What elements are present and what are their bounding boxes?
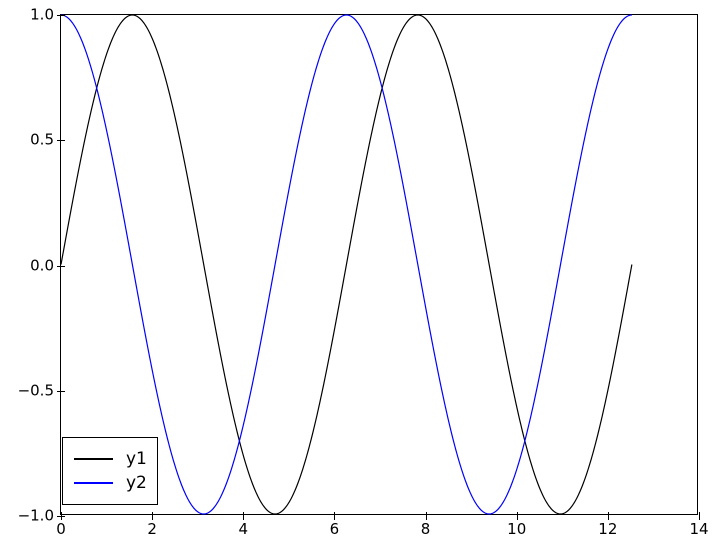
x-tick-label: 0: [56, 520, 66, 538]
y-tick-mark: [57, 265, 61, 267]
series-line-y1: [60, 14, 633, 515]
legend-box[interactable]: y1 y2: [62, 437, 158, 505]
y-tick-mark: [61, 516, 65, 517]
y-tick-label: −1.0: [17, 506, 54, 525]
y-tick-label: 0.5: [30, 130, 54, 149]
y-tick-mark: [61, 15, 65, 16]
x-tick-mark: [425, 516, 427, 520]
legend-entry-y1: y1: [74, 447, 147, 471]
x-tick-mark: [607, 512, 609, 516]
x-tick-mark: [699, 512, 700, 516]
legend-label-y1: y1: [126, 448, 147, 469]
x-tick-mark: [334, 512, 336, 516]
plot-axes: 1.0 0.5 0.0 −0.5 −1.0 0 2 4 6 8 10 12 14 y1 y2: [18, 7, 709, 537]
x-tick-label: 12: [598, 520, 618, 538]
y-tick-label: 1.0: [30, 5, 54, 24]
series-line-y2: [60, 14, 632, 515]
y-tick-mark: [57, 516, 61, 517]
x-tick-mark: [516, 516, 518, 520]
y-tick-mark: [61, 265, 65, 267]
y-tick-mark: [57, 140, 61, 142]
x-tick-mark: [334, 516, 336, 520]
x-tick-label: 14: [689, 520, 709, 538]
legend-label-y2: y2: [126, 472, 147, 493]
x-tick-label: 10: [507, 520, 527, 538]
x-tick-mark: [425, 512, 427, 516]
x-tick-mark: [61, 516, 62, 520]
x-tick-label: 8: [420, 520, 431, 538]
x-tick-mark: [607, 516, 609, 520]
y-tick-label: 0.0: [30, 256, 54, 274]
x-tick-label: 2: [147, 520, 157, 538]
x-tick-mark: [243, 512, 245, 516]
legend-entry-y2: y2: [74, 471, 147, 495]
y-tick-mark: [57, 15, 61, 16]
x-tick-mark: [699, 516, 700, 520]
plot-lines: [60, 14, 633, 515]
y-tick-label: −0.5: [17, 381, 54, 400]
x-tick-label: 4: [238, 520, 249, 538]
legend-line-sample-y2: [74, 482, 113, 484]
x-tick-label: 6: [329, 520, 340, 538]
x-tick-mark: [516, 512, 518, 516]
y-tick-mark: [61, 390, 65, 392]
legend-line-sample-y1: [74, 458, 113, 460]
y-tick-mark: [61, 140, 65, 142]
x-tick-mark: [152, 512, 154, 516]
y-tick-mark: [57, 390, 61, 392]
x-tick-mark: [152, 516, 154, 520]
x-tick-mark: [61, 512, 62, 516]
x-tick-mark: [243, 516, 245, 520]
